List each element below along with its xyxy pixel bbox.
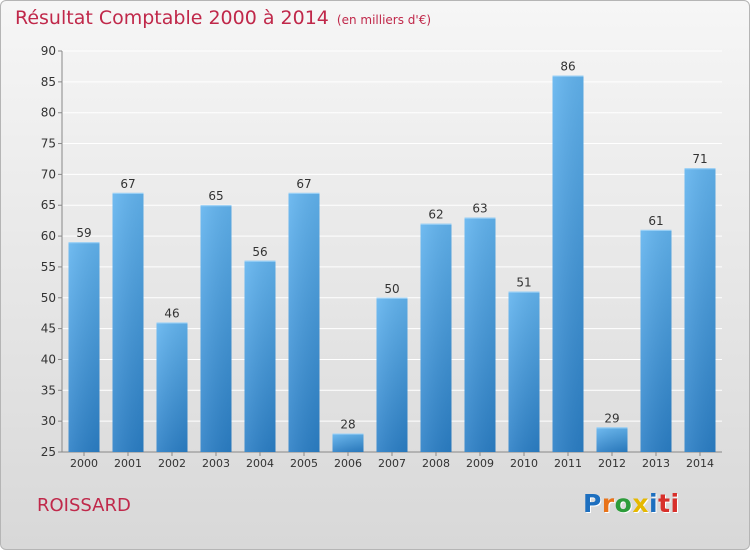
x-tick-label: 2011	[554, 457, 582, 470]
y-tick-label: 80	[41, 106, 56, 120]
x-tick-label: 2002	[158, 457, 186, 470]
x-tick-label: 2014	[686, 457, 714, 470]
x-tick-label: 2012	[598, 457, 626, 470]
x-tick-label: 2004	[246, 457, 274, 470]
bar-value-label: 51	[516, 276, 531, 290]
y-tick-label: 85	[41, 75, 56, 89]
y-tick-label: 75	[41, 137, 56, 151]
logo-letter: ti	[658, 489, 680, 518]
bar-shade	[596, 427, 628, 452]
bar-value-label: 62	[428, 208, 443, 222]
bar-shade	[464, 217, 496, 452]
bar-value-label: 86	[560, 60, 575, 74]
x-tick-label: 2006	[334, 457, 362, 470]
bar-shade	[200, 205, 232, 452]
bar-shade	[244, 260, 276, 452]
x-tick-label: 2001	[114, 457, 142, 470]
chart-title-text: Résultat Comptable 2000 à 2014	[15, 7, 329, 29]
y-tick-label: 50	[41, 291, 56, 305]
bar-shade	[376, 297, 408, 452]
logo-letter: P	[583, 489, 602, 518]
bar-value-label: 56	[252, 245, 267, 259]
bar-value-label: 46	[164, 306, 179, 320]
bar-value-label: 29	[604, 411, 619, 425]
logo-letter: r	[601, 489, 615, 518]
y-tick-label: 65	[41, 198, 56, 212]
logo-letter: o	[614, 489, 633, 518]
bar-shade	[332, 433, 364, 452]
proxiti-logo: Proxiti	[583, 489, 680, 518]
x-tick-label: 2003	[202, 457, 230, 470]
y-tick-label: 55	[41, 260, 56, 274]
x-tick-label: 2007	[378, 457, 406, 470]
x-tick-label: 2010	[510, 457, 538, 470]
bar-value-label: 63	[472, 202, 487, 216]
y-tick-label: 60	[41, 229, 56, 243]
bar-shade	[288, 192, 320, 452]
y-tick-label: 35	[41, 383, 56, 397]
bar-shade	[640, 229, 672, 452]
bar-shade	[68, 242, 100, 452]
bar-shade	[112, 192, 144, 452]
bar-shade	[684, 168, 716, 452]
y-tick-label: 90	[41, 44, 56, 58]
bar-value-label: 50	[384, 282, 399, 296]
y-tick-label: 30	[41, 414, 56, 428]
x-tick-label: 2013	[642, 457, 670, 470]
bar-shade	[420, 223, 452, 452]
x-tick-label: 2008	[422, 457, 450, 470]
bar-value-label: 28	[340, 417, 355, 431]
bar-shade	[156, 322, 188, 452]
bars	[68, 75, 716, 452]
x-tick-label: 2000	[70, 457, 98, 470]
bar-value-label: 71	[692, 152, 707, 166]
chart-subtitle: (en milliers d'€)	[336, 13, 432, 27]
bar-value-label: 67	[120, 177, 135, 191]
bar-chart: 25 30 35 40 45 50 55 60 65 70 75 80 85 90 59 2000 67 2001…	[41, 44, 722, 470]
y-tick-label: 70	[41, 167, 56, 181]
bar-shade	[552, 75, 584, 452]
y-tick-label: 45	[41, 322, 56, 336]
bar-value-label: 61	[648, 214, 663, 228]
bar-value-label: 65	[208, 189, 223, 203]
bar-shade	[508, 291, 540, 452]
bar-value-label: 59	[76, 226, 91, 240]
x-tick-label: 2005	[290, 457, 318, 470]
x-tick-label: 2009	[466, 457, 494, 470]
chart-title: Résultat Comptable 2000 à 2014 (en millie…	[15, 7, 431, 29]
labels: 25 30 35 40 45 50 55 60 65 70 75 80 85 90 59 2000 67 2001…	[41, 44, 714, 470]
bar-value-label: 67	[296, 177, 311, 191]
y-tick-label: 40	[41, 352, 56, 366]
commune-name: ROISSARD	[37, 495, 131, 516]
logo-letter: i	[649, 489, 659, 518]
logo-letter: x	[632, 489, 649, 518]
y-tick-label: 25	[41, 445, 56, 459]
